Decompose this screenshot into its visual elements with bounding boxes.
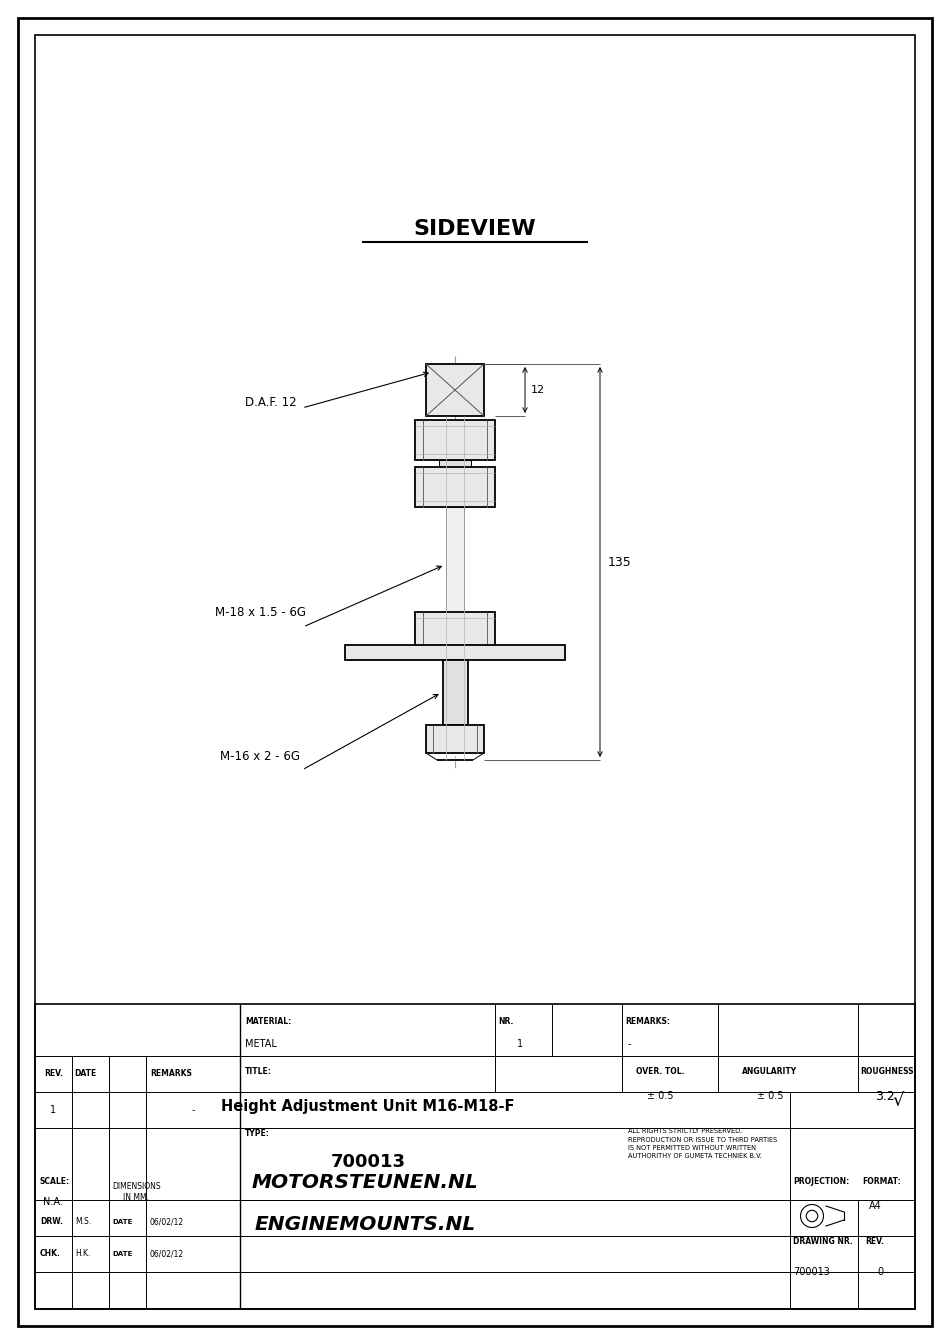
Text: DATE: DATE [74,1070,96,1078]
Text: 700013: 700013 [793,1267,830,1277]
Text: FORMAT:: FORMAT: [862,1177,901,1187]
Text: ± 0.5: ± 0.5 [647,1091,674,1101]
Text: PROJECTION:: PROJECTION: [793,1177,849,1187]
Text: 3.2: 3.2 [875,1090,895,1102]
Text: H.K.: H.K. [75,1250,90,1258]
Text: DATE: DATE [112,1251,132,1257]
Text: 06/02/12: 06/02/12 [150,1250,184,1258]
Text: ROUGHNESS: ROUGHNESS [861,1067,914,1077]
Bar [35,1004,915,1309]
Text: DIMENSIONS
IN MM.: DIMENSIONS IN MM. [112,1181,161,1203]
Bar [415,419,495,460]
Text: DATE: DATE [112,1219,132,1224]
Text: ± 0.5: ± 0.5 [757,1091,783,1101]
Text: N.A.: N.A. [43,1198,63,1207]
Text: REV.: REV. [44,1070,63,1078]
Text: -: - [191,1105,195,1116]
Text: REMARKS: REMARKS [150,1070,192,1078]
Text: M.S.: M.S. [75,1218,91,1227]
Bar [426,364,484,417]
Text: 06/02/12: 06/02/12 [150,1218,184,1227]
Text: -: - [628,1039,632,1050]
Text: OVER. TOL.: OVER. TOL. [636,1067,684,1077]
Text: SCALE:: SCALE: [40,1177,70,1187]
Text: TITLE:: TITLE: [245,1067,272,1077]
Bar [415,612,495,650]
Text: ALL RIGHTS STRICTLY PRESERVED.
REPRODUCTION OR ISSUE TO THIRD PARTIES
IS NOT PER: ALL RIGHTS STRICTLY PRESERVED. REPRODUCT… [628,1128,777,1160]
Text: 1: 1 [517,1039,523,1050]
Text: MATERIAL:: MATERIAL: [245,1017,292,1027]
Text: 700013: 700013 [331,1153,406,1171]
Text: REMARKS:: REMARKS: [625,1017,670,1027]
Text: A4: A4 [868,1202,882,1211]
Text: 0: 0 [877,1267,884,1277]
Text: TYPE:: TYPE: [245,1129,270,1138]
Text: 135: 135 [608,555,632,569]
Text: REV.: REV. [865,1238,884,1246]
Bar [443,660,467,724]
Bar [446,507,464,612]
Text: ANGULARITY: ANGULARITY [743,1067,798,1077]
Text: 12: 12 [531,384,545,395]
Text: ENGINEMOUNTS.NL: ENGINEMOUNTS.NL [255,1215,476,1234]
Bar [426,724,484,753]
Text: Height Adjustment Unit M16-M18-F: Height Adjustment Unit M16-M18-F [221,1098,515,1113]
Text: NR.: NR. [498,1017,513,1027]
Text: M-16 x 2 - 6G: M-16 x 2 - 6G [220,750,300,762]
Bar [345,645,565,660]
Text: 1: 1 [50,1105,56,1116]
Text: DRW.: DRW. [40,1218,63,1227]
Text: √: √ [892,1091,903,1110]
Text: DRAWING NR.: DRAWING NR. [793,1238,853,1246]
Text: SIDEVIEW: SIDEVIEW [413,219,537,239]
Text: D.A.F. 12: D.A.F. 12 [245,395,296,409]
Bar [415,466,495,507]
Bar [439,460,471,466]
Text: MOTORSTEUNEN.NL: MOTORSTEUNEN.NL [252,1172,479,1192]
Text: M-18 x 1.5 - 6G: M-18 x 1.5 - 6G [215,606,306,618]
Text: CHK.: CHK. [40,1250,61,1258]
Text: METAL: METAL [245,1039,276,1050]
